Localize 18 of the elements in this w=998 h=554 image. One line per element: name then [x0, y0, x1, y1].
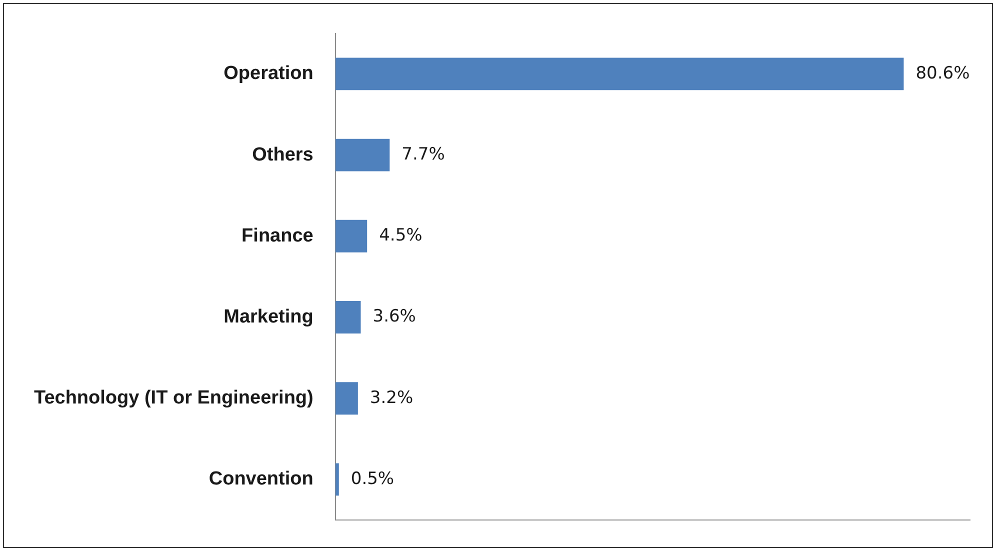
bar [335, 138, 390, 172]
data-label: 4.5% [379, 226, 422, 246]
y-tick-label: Finance [242, 225, 314, 246]
y-tick-label: Convention [208, 468, 314, 490]
bar [335, 58, 904, 90]
bar [335, 463, 339, 496]
bar [335, 382, 358, 415]
data-label: 0.5% [350, 468, 394, 489]
y-tick-label: Operation [224, 63, 314, 84]
y-tick-label: Technology (IT or Engineering) [34, 388, 314, 409]
data-label: 3.2% [370, 388, 414, 408]
y-tick-label: Marketing [224, 306, 314, 328]
data-label: 3.6% [372, 306, 416, 327]
data-label: 80.6% [916, 63, 970, 84]
y-tick-label: Others [252, 144, 314, 166]
bar [335, 220, 368, 252]
data-label: 7.7% [402, 144, 445, 164]
bar [335, 301, 361, 334]
